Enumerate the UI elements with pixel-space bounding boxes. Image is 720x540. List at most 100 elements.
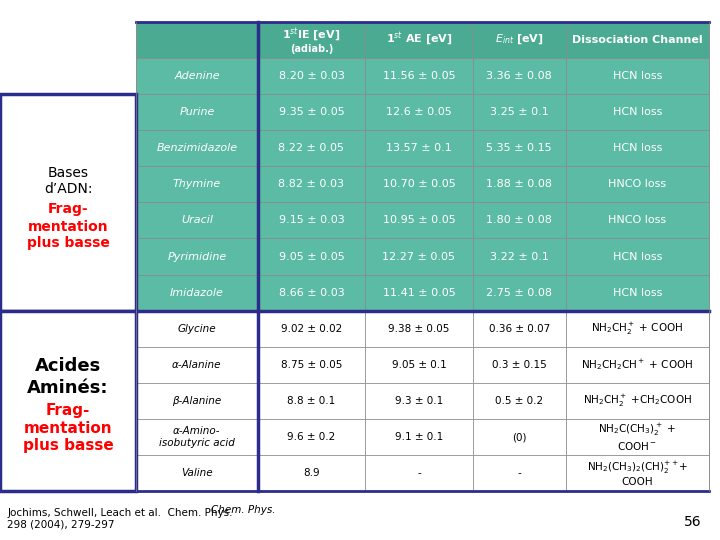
Text: NH$_2$(CH$_3$)$_2$(CH)$_2^{++}$+
COOH: NH$_2$(CH$_3$)$_2$(CH)$_2^{++}$+ COOH [587,460,688,487]
FancyBboxPatch shape [365,383,472,419]
FancyBboxPatch shape [472,455,566,491]
FancyBboxPatch shape [258,455,365,491]
Text: $E_{int}$ [eV]: $E_{int}$ [eV] [495,33,544,46]
FancyBboxPatch shape [258,383,365,419]
FancyBboxPatch shape [472,419,566,455]
Text: plus basse: plus basse [22,438,114,453]
FancyBboxPatch shape [566,274,709,310]
Text: α-Amino-
isobutyric acid: α-Amino- isobutyric acid [159,427,235,448]
FancyBboxPatch shape [472,383,566,419]
FancyBboxPatch shape [365,58,472,94]
Text: Adenine: Adenine [174,71,220,81]
Text: 13.57 ± 0.1: 13.57 ± 0.1 [386,143,451,153]
FancyBboxPatch shape [136,94,258,130]
Text: 9.1 ± 0.1: 9.1 ± 0.1 [395,432,443,442]
FancyBboxPatch shape [472,22,566,58]
Text: Frag-: Frag- [48,202,89,216]
Text: Jochims, Schwell, Leach et al.  Chem. Phys.
298 (2004), 279-297: Jochims, Schwell, Leach et al. Chem. Phy… [7,508,233,529]
Text: Valine: Valine [181,468,212,478]
Text: NH$_2$CH$_2^+$ + COOH: NH$_2$CH$_2^+$ + COOH [591,321,683,337]
FancyBboxPatch shape [365,455,472,491]
FancyBboxPatch shape [258,22,365,58]
Text: HCN loss: HCN loss [613,107,662,117]
FancyBboxPatch shape [136,58,258,94]
FancyBboxPatch shape [566,130,709,166]
FancyBboxPatch shape [472,239,566,274]
Text: 3.36 ± 0.08: 3.36 ± 0.08 [486,71,552,81]
FancyBboxPatch shape [136,274,258,310]
Text: Aminés:: Aminés: [27,379,109,396]
Text: 11.56 ± 0.05: 11.56 ± 0.05 [382,71,455,81]
Text: HCN loss: HCN loss [613,143,662,153]
FancyBboxPatch shape [258,94,365,130]
Text: -: - [517,468,521,478]
FancyBboxPatch shape [365,130,472,166]
Text: HCN loss: HCN loss [613,252,662,261]
FancyBboxPatch shape [566,22,709,58]
Text: Dissociation Channel: Dissociation Channel [572,35,703,45]
Text: 1$^{st}$ AE [eV]: 1$^{st}$ AE [eV] [386,31,452,48]
FancyBboxPatch shape [566,419,709,455]
Text: 8.9: 8.9 [303,468,320,478]
Text: 1$^{st}$IE [eV]: 1$^{st}$IE [eV] [282,27,341,44]
FancyBboxPatch shape [258,130,365,166]
Text: 9.38 ± 0.05: 9.38 ± 0.05 [388,324,449,334]
Text: Uracil: Uracil [181,215,213,225]
Text: -: - [417,468,420,478]
Text: HNCO loss: HNCO loss [608,215,667,225]
Text: 8.75 ± 0.05: 8.75 ± 0.05 [281,360,342,370]
Text: plus basse: plus basse [27,236,109,250]
FancyBboxPatch shape [566,455,709,491]
FancyBboxPatch shape [136,239,258,274]
FancyBboxPatch shape [566,202,709,239]
FancyBboxPatch shape [365,347,472,383]
Text: Purine: Purine [179,107,215,117]
Text: (adiab.): (adiab.) [290,44,333,53]
FancyBboxPatch shape [0,94,136,310]
FancyBboxPatch shape [566,383,709,419]
FancyBboxPatch shape [566,166,709,202]
Text: 56: 56 [684,515,702,529]
FancyBboxPatch shape [472,94,566,130]
Text: NH$_2$C(CH$_3$)$_2^+$ +
COOH$^-$: NH$_2$C(CH$_3$)$_2^+$ + COOH$^-$ [598,422,676,452]
Text: NH₂(CH₃)₂(CH)₂⁺⁺+
COOH: NH₂(CH₃)₂(CH)₂⁺⁺+ COOH [588,463,686,484]
FancyBboxPatch shape [365,274,472,310]
FancyBboxPatch shape [566,310,709,347]
Text: Acides: Acides [35,357,101,375]
Text: Chem. Phys.: Chem. Phys. [211,505,276,515]
Text: 9.35 ± 0.05: 9.35 ± 0.05 [279,107,344,117]
Text: 9.02 ± 0.02: 9.02 ± 0.02 [281,324,342,334]
FancyBboxPatch shape [136,419,258,455]
FancyBboxPatch shape [566,347,709,383]
Text: 8.20 ± 0.03: 8.20 ± 0.03 [279,71,344,81]
Text: NH$_2$CH$_2^+$ +CH$_2$COOH: NH$_2$CH$_2^+$ +CH$_2$COOH [582,393,692,409]
FancyBboxPatch shape [136,202,258,239]
FancyBboxPatch shape [258,202,365,239]
Text: α-Alanine: α-Alanine [172,360,222,370]
Text: d’ADN:: d’ADN: [44,182,92,196]
Text: 0.5 ± 0.2: 0.5 ± 0.2 [495,396,543,406]
FancyBboxPatch shape [258,58,365,94]
FancyBboxPatch shape [365,310,472,347]
Text: NH$_2$CH$_2$CH$^+$ + COOH: NH$_2$CH$_2$CH$^+$ + COOH [581,357,693,373]
FancyBboxPatch shape [365,202,472,239]
Text: Pyrimidine: Pyrimidine [167,252,227,261]
FancyBboxPatch shape [566,455,709,491]
Text: Imidazole: Imidazole [170,288,224,298]
Text: 9.15 ± 0.03: 9.15 ± 0.03 [279,215,344,225]
FancyBboxPatch shape [365,94,472,130]
FancyBboxPatch shape [472,166,566,202]
Text: NH₂CH₂CH⁺ + COOH: NH₂CH₂CH⁺ + COOH [584,360,690,370]
Text: Benzimidazole: Benzimidazole [156,143,238,153]
FancyBboxPatch shape [136,383,258,419]
Text: 12.6 ± 0.05: 12.6 ± 0.05 [386,107,451,117]
FancyBboxPatch shape [136,130,258,166]
FancyBboxPatch shape [472,130,566,166]
Text: 1.80 ± 0.08: 1.80 ± 0.08 [486,215,552,225]
Text: 0.36 ± 0.07: 0.36 ± 0.07 [489,324,550,334]
Text: 10.70 ± 0.05: 10.70 ± 0.05 [382,179,455,189]
Text: mentation: mentation [24,421,112,436]
Text: NH₂C(CH₃)₂⁺ +
COOH⁻: NH₂C(CH₃)₂⁺ + COOH⁻ [600,427,675,448]
FancyBboxPatch shape [136,455,258,491]
Text: Bases: Bases [48,166,89,180]
